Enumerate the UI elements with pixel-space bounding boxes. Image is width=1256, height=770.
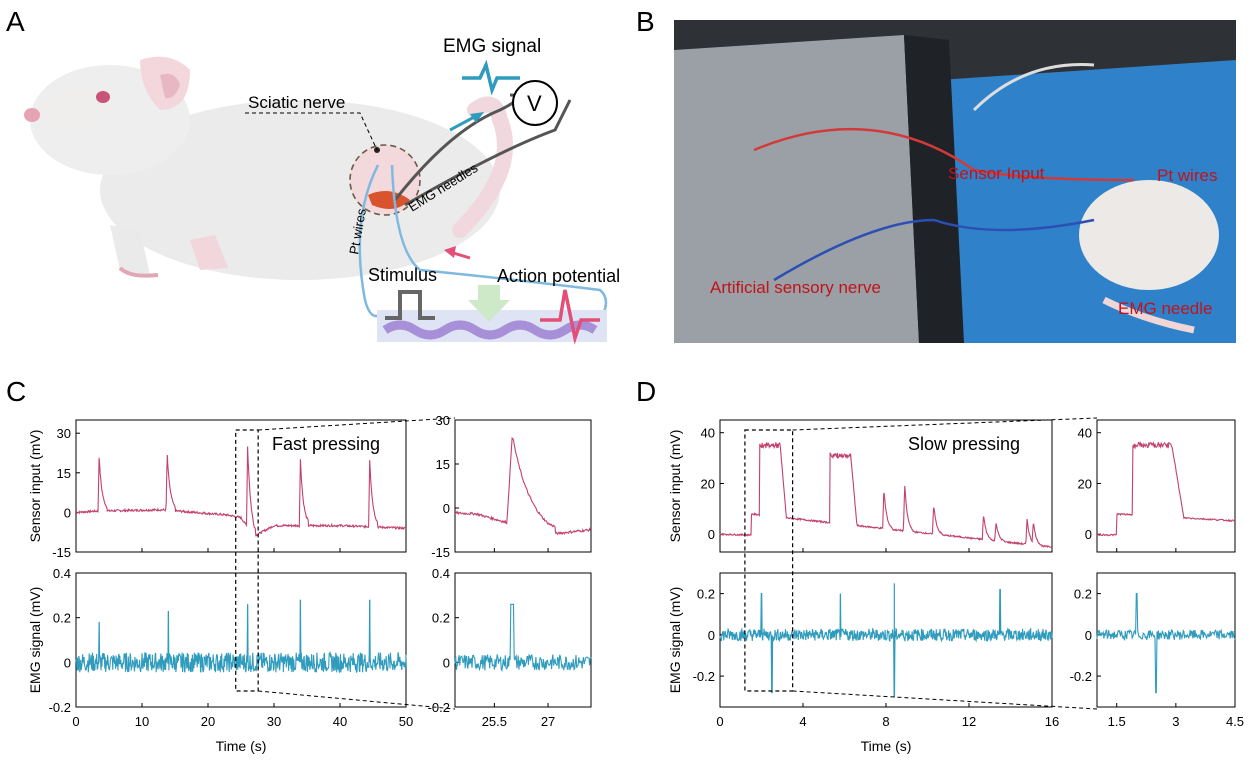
annotation-label: Fast pressing bbox=[272, 434, 380, 454]
zoom-window-box bbox=[235, 429, 259, 692]
y-tick-label: 0 bbox=[443, 501, 450, 516]
y-tick-label: -0.2 bbox=[428, 700, 450, 715]
panel-label-b: B bbox=[636, 6, 655, 37]
action-potential-icon bbox=[540, 289, 600, 345]
emg-main-axes bbox=[75, 572, 407, 708]
panel-label-d: D bbox=[636, 376, 657, 407]
rat-illustration bbox=[24, 56, 513, 280]
y-tick-label: 30 bbox=[57, 426, 71, 441]
x-tick-label: 30 bbox=[267, 714, 281, 729]
x-tick-label: 0 bbox=[72, 714, 79, 729]
y-tick-label: 20 bbox=[701, 476, 715, 491]
sensor-zoom-series-line bbox=[454, 437, 592, 536]
y-tick-label: 0 bbox=[1085, 527, 1092, 542]
emg-zoom-axes bbox=[454, 572, 592, 708]
emg-main-axes bbox=[719, 572, 1053, 708]
zoom-connector bbox=[258, 417, 456, 431]
y-tick-label: 0.2 bbox=[697, 587, 715, 602]
zoom-connector bbox=[258, 690, 456, 710]
x-tick-label: 40 bbox=[333, 714, 347, 729]
emg-y-axis-label: EMG signal (mV) bbox=[27, 587, 43, 694]
y-tick-label: 0 bbox=[708, 527, 715, 542]
emg-series-line bbox=[719, 588, 1053, 698]
y-tick-label: 40 bbox=[1078, 426, 1092, 441]
voltmeter-icon bbox=[512, 80, 558, 126]
x-tick-label: 10 bbox=[135, 714, 149, 729]
action-potential-label: Action potential bbox=[497, 266, 620, 286]
zoom-window-box bbox=[744, 429, 794, 692]
x-tick-label: 4 bbox=[799, 714, 806, 729]
x-tick-label: 25.5 bbox=[482, 714, 507, 729]
y-tick-label: -15 bbox=[52, 545, 71, 560]
x-tick-label: 16 bbox=[1045, 714, 1059, 729]
panel-a-illustration: Sciatic nerve V EMG needles EMG signal P… bbox=[24, 36, 620, 345]
sensor-y-axis-label: Sensor input (mV) bbox=[667, 430, 683, 543]
y-tick-label: 30 bbox=[436, 413, 450, 428]
artificial-sensory-nerve-label: Artificial sensory nerve bbox=[710, 278, 882, 297]
emg-zoom-series-line bbox=[1096, 593, 1236, 694]
emg-y-axis-label: EMG signal (mV) bbox=[667, 587, 683, 694]
sensor-zoom-axes bbox=[454, 419, 592, 553]
emg-series-line bbox=[75, 599, 407, 674]
emg-zoom-axes bbox=[1096, 572, 1236, 708]
x-tick-label: 50 bbox=[399, 714, 413, 729]
x-tick-label: 1.5 bbox=[1108, 714, 1126, 729]
photo-scene bbox=[674, 20, 1236, 343]
y-tick-label: 0.4 bbox=[432, 566, 450, 581]
y-tick-label: 0 bbox=[1085, 628, 1092, 643]
y-tick-label: 20 bbox=[1078, 476, 1092, 491]
panel-label-c: C bbox=[6, 376, 27, 407]
sensor-series-line bbox=[75, 446, 407, 537]
emg-needle-label: EMG needle bbox=[1118, 299, 1213, 318]
y-tick-label: -0.2 bbox=[49, 700, 71, 715]
y-tick-label: 0 bbox=[64, 655, 71, 670]
sensor-series-line bbox=[719, 442, 1053, 549]
x-tick-label: 8 bbox=[882, 714, 889, 729]
x-tick-label: 27 bbox=[541, 714, 555, 729]
x-tick-label: 12 bbox=[962, 714, 976, 729]
sensor-main-axes bbox=[75, 419, 407, 553]
sensor-zoom-axes bbox=[1096, 419, 1236, 553]
y-tick-label: 0.2 bbox=[1074, 587, 1092, 602]
annotation-label: Slow pressing bbox=[908, 434, 1020, 454]
y-tick-label: 0 bbox=[708, 628, 715, 643]
y-tick-label: -0.2 bbox=[1070, 669, 1092, 684]
y-tick-label: -15 bbox=[431, 545, 450, 560]
sensor-zoom-series-line bbox=[1096, 441, 1236, 537]
sensor-y-axis-label: Sensor input (mV) bbox=[27, 430, 43, 543]
x-axis-label: Time (s) bbox=[861, 738, 912, 754]
zoom-connector bbox=[792, 690, 1098, 710]
stimulus-label: Stimulus bbox=[368, 265, 437, 285]
emg-zoom-series-line bbox=[454, 603, 592, 673]
x-tick-label: 20 bbox=[201, 714, 215, 729]
press-arrow-icon bbox=[468, 285, 510, 322]
x-tick-label: 0 bbox=[716, 714, 723, 729]
y-tick-label: 0.2 bbox=[432, 611, 450, 626]
y-tick-label: -0.2 bbox=[693, 669, 715, 684]
experiment-photo: Sensor Input Pt wires Artificial sensory… bbox=[674, 20, 1236, 343]
x-tick-label: 3 bbox=[1172, 714, 1179, 729]
y-tick-label: 0.2 bbox=[53, 611, 71, 626]
y-tick-label: 15 bbox=[436, 457, 450, 472]
y-tick-label: 15 bbox=[57, 466, 71, 481]
pt-wires-photo-label: Pt wires bbox=[1157, 166, 1218, 185]
sensor-main-axes bbox=[719, 419, 1053, 553]
zoom-connector bbox=[792, 417, 1098, 431]
x-tick-label: 4.5 bbox=[1226, 714, 1244, 729]
x-axis-label: Time (s) bbox=[216, 738, 267, 754]
y-tick-label: 0.4 bbox=[53, 566, 71, 581]
emg-signal-icon bbox=[462, 59, 520, 96]
panel-label-a: A bbox=[6, 6, 25, 37]
y-tick-label: 0 bbox=[443, 655, 450, 670]
sensor-input-label: Sensor Input bbox=[948, 164, 1045, 183]
sciatic-nerve-label: Sciatic nerve bbox=[248, 93, 345, 112]
y-tick-label: 40 bbox=[701, 426, 715, 441]
y-tick-label: 0 bbox=[64, 505, 71, 520]
emg-signal-label: EMG signal bbox=[443, 36, 541, 57]
stimulus-pulse-icon bbox=[385, 290, 435, 320]
voltmeter-label: V bbox=[527, 91, 542, 116]
